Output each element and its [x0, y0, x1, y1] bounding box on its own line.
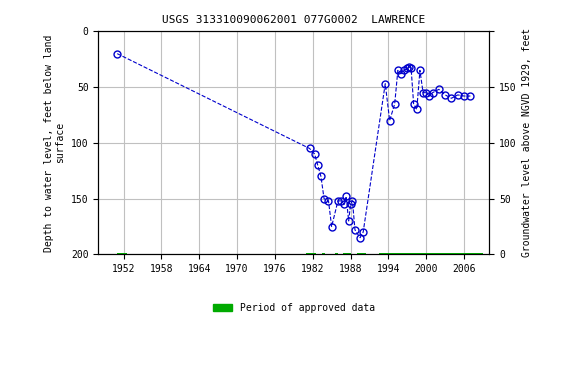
Y-axis label: Depth to water level, feet below land
surface: Depth to water level, feet below land su…: [44, 34, 66, 252]
Title: USGS 313310090062001 077G0002  LAWRENCE: USGS 313310090062001 077G0002 LAWRENCE: [162, 15, 426, 25]
Bar: [335, 253, 338, 256]
Bar: [322, 253, 325, 256]
Y-axis label: Groundwater level above NGVD 1929, feet: Groundwater level above NGVD 1929, feet: [522, 28, 532, 257]
Bar: [343, 253, 351, 256]
Bar: [379, 253, 483, 256]
Bar: [118, 253, 127, 256]
Legend: Period of approved data: Period of approved data: [209, 299, 379, 316]
Bar: [306, 253, 316, 256]
Bar: [357, 253, 366, 256]
